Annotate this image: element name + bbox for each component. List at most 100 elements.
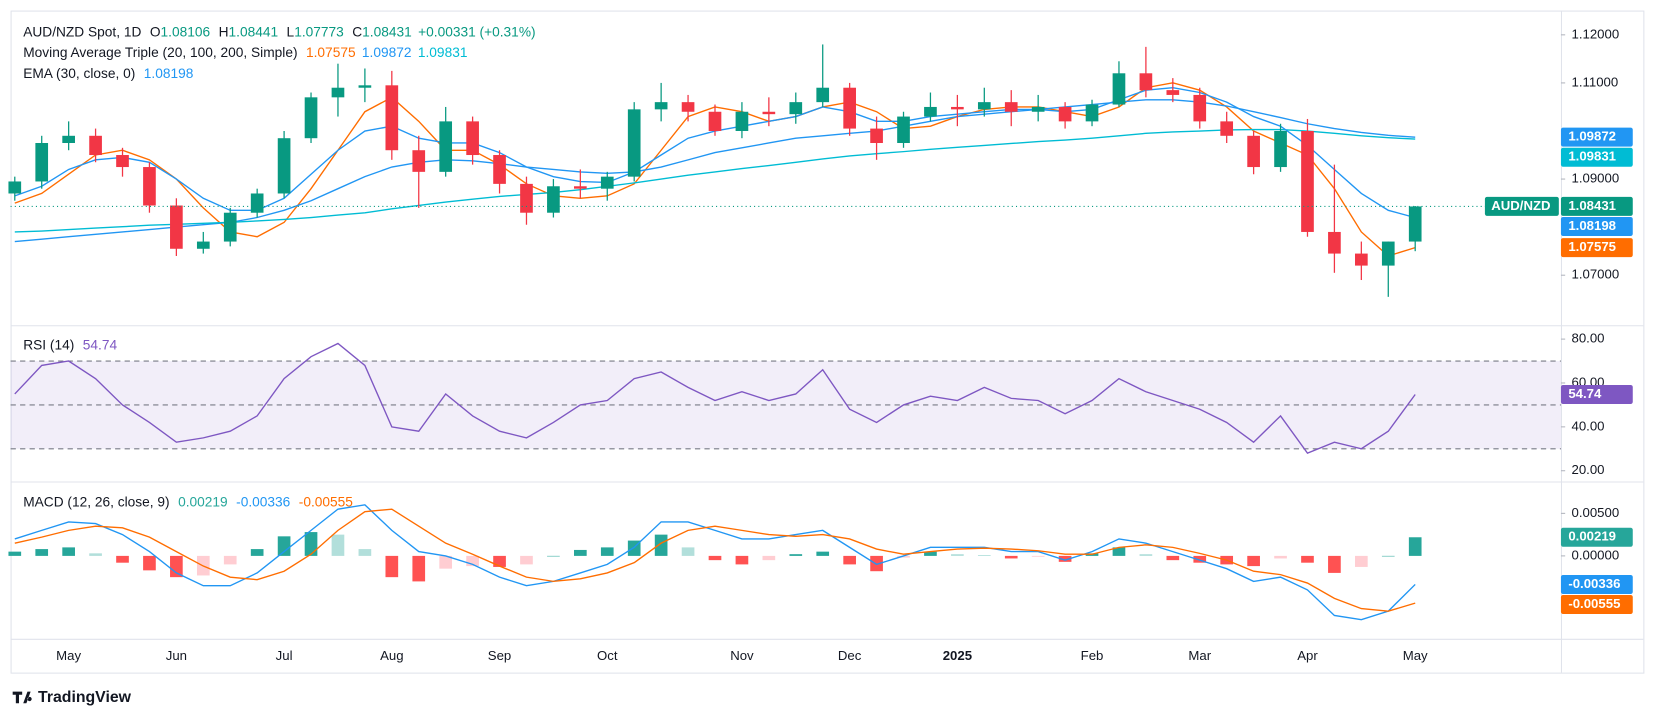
rsi-tag: 54.74 [1568,386,1602,401]
ohlc-label: H [219,24,229,39]
candle-body [762,111,776,115]
indicator-line [14,128,1416,233]
histogram-bar [870,555,883,572]
x-tick-label: Sep [488,648,511,663]
candle-body [1328,231,1341,254]
candle-body [1220,121,1234,136]
macd-tag: -0.00336 [1568,576,1620,591]
candle-body [1004,102,1018,112]
y-tick-label: 0.00500 [1572,505,1620,520]
histogram-bar [1301,555,1314,563]
histogram-bar [1408,537,1422,556]
candle-body [547,186,560,213]
indicator-value: -0.00336 [236,494,291,509]
ema-legend: EMA (30, close, 0) 1.08198 [23,66,194,81]
rsi-tag-bg [1560,385,1633,405]
indicator-tag-bg [1560,238,1633,258]
candle-body [924,106,937,117]
candle-body [1381,241,1395,266]
y-tick-label: 1.12000 [1572,26,1620,41]
price-tag-bg [1560,196,1633,216]
indicator-tag-bg [1560,147,1633,167]
histogram-bar [1031,555,1045,557]
candle-body [439,121,453,172]
candle-body [1193,94,1207,122]
histogram-bar [170,555,183,578]
histogram-bar [600,547,614,556]
macd-line [14,504,1416,621]
candle-body [789,102,803,115]
x-tick-label: Aug [380,648,403,663]
indicator-value: 1.08198 [144,66,194,81]
rsi-legend: RSI (14) 54.74 [23,337,117,352]
indicator-tag-bg [1560,127,1633,147]
histogram-bar [574,549,587,556]
candle-body [735,111,749,131]
candle-body [843,87,856,129]
histogram-bar [681,547,695,556]
x-tick-label: Jul [276,648,293,663]
x-tick-label: Feb [1081,648,1104,663]
signal-line [14,508,1416,612]
histogram-bar [1355,555,1368,567]
x-tick-label: Jun [166,648,187,663]
ohlc-label: L [287,24,295,39]
chart-frame [10,10,1645,674]
histogram-bar [951,554,964,556]
histogram-bar [1139,554,1153,556]
candle-body [1031,106,1045,112]
ohlc-label: O [150,24,161,39]
x-tick-label: Dec [838,648,862,663]
candle-body [600,176,614,189]
y-tick-label: 1.09000 [1572,171,1620,186]
histogram-bar [1004,555,1018,559]
candle-body [412,150,426,172]
candle-body [1301,130,1314,232]
price-tag: 1.08431 [1568,198,1616,213]
histogram-bar [89,553,102,556]
histogram-bar [143,555,156,571]
histogram-bar [466,555,479,567]
candle-body [816,87,830,103]
candle-body [223,212,237,242]
histogram-bar [331,534,345,556]
indicator-title: RSI (14) [23,337,74,352]
candle-body [304,97,318,139]
candle-body [1058,106,1072,122]
histogram-bar [1274,555,1287,559]
indicator-tag-bg [1560,216,1633,236]
indicator-title: Moving Average Triple (20, 100, 200, Sim… [23,44,297,59]
x-tick-label: Oct [597,648,618,663]
signal-tag: -0.00555 [1568,596,1620,611]
candle-body [89,135,102,156]
histogram-bar [412,555,426,582]
histogram-bar [35,549,49,556]
candle-body [897,116,910,144]
candle-body [331,87,345,98]
histogram-bar [116,555,129,563]
histogram-bar [1166,555,1180,561]
y-tick-label: 20.00 [1572,462,1605,477]
candle-body [8,181,22,194]
price-change: +0.00331 (+0.31%) [418,24,535,39]
indicator-tag: 1.07575 [1568,239,1616,254]
candle-body [1274,130,1287,168]
ohlc-value: 1.08106 [161,24,211,39]
candle-body [1112,73,1126,105]
candle-body [1355,253,1368,266]
candle-body [1166,90,1180,95]
macd-tag-bg [1560,574,1633,594]
x-tick-label: Apr [1297,648,1318,663]
y-tick-label: 80.00 [1572,331,1605,346]
x-tick-label: Nov [730,648,754,663]
signal-tag-bg [1560,595,1633,615]
histogram-bar [304,532,318,556]
histogram-bar [493,555,506,567]
histogram-tag: 0.00219 [1568,529,1616,544]
histogram-bar [223,555,237,565]
ohlc-value: 1.08431 [362,24,412,39]
candle-body [116,155,129,168]
histogram-bar [1058,555,1072,562]
indicator-value: 0.00219 [178,494,228,509]
histogram-bar [547,555,560,557]
